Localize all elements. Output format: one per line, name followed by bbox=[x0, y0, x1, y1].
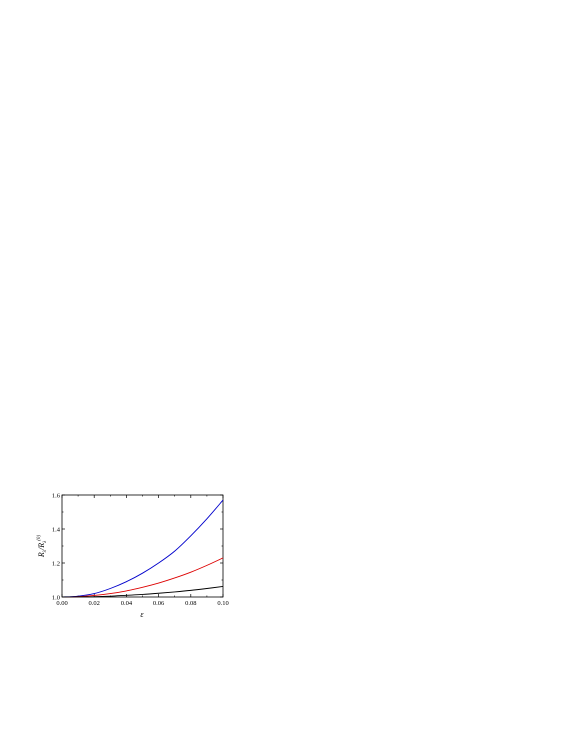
series-line-2 bbox=[61, 557, 224, 598]
tick-group: 0.00 0.02 0.04 0.06 0.08 0.10 1.0 1.2 1.4 1.6 bbox=[52, 492, 229, 607]
x-tick-label: 0.10 bbox=[217, 600, 228, 607]
y-label-main2: R bbox=[37, 543, 46, 549]
y-tick-label: 1.6 bbox=[52, 492, 61, 499]
x-axis-label: ε bbox=[140, 610, 144, 619]
y-axis-label: Rλ/Rλ(0) bbox=[37, 535, 48, 559]
y-label-main: R bbox=[37, 552, 46, 558]
svg-text:Rλ/Rλ(0): Rλ/Rλ(0) bbox=[37, 535, 48, 559]
y-tick-label: 1.4 bbox=[52, 526, 61, 533]
y-label-sep: / bbox=[37, 547, 46, 551]
x-tick-label: 0.00 bbox=[56, 600, 67, 607]
x-tick-label: 0.06 bbox=[153, 600, 165, 607]
y-label-sub2: λ bbox=[43, 540, 48, 544]
series-line-1 bbox=[61, 499, 224, 598]
plot-frame bbox=[61, 494, 224, 598]
y-tick-label: 1.0 bbox=[52, 594, 60, 601]
series-group bbox=[61, 499, 224, 598]
y-tick-label: 1.2 bbox=[52, 560, 60, 567]
x-tick-label: 0.02 bbox=[89, 600, 100, 607]
x-tick-label: 0.04 bbox=[121, 600, 133, 607]
y-label-sup2: (0) bbox=[37, 535, 42, 541]
series-line-3 bbox=[61, 586, 224, 598]
x-tick-label: 0.08 bbox=[185, 600, 196, 607]
y-label-sub: λ bbox=[43, 549, 48, 553]
